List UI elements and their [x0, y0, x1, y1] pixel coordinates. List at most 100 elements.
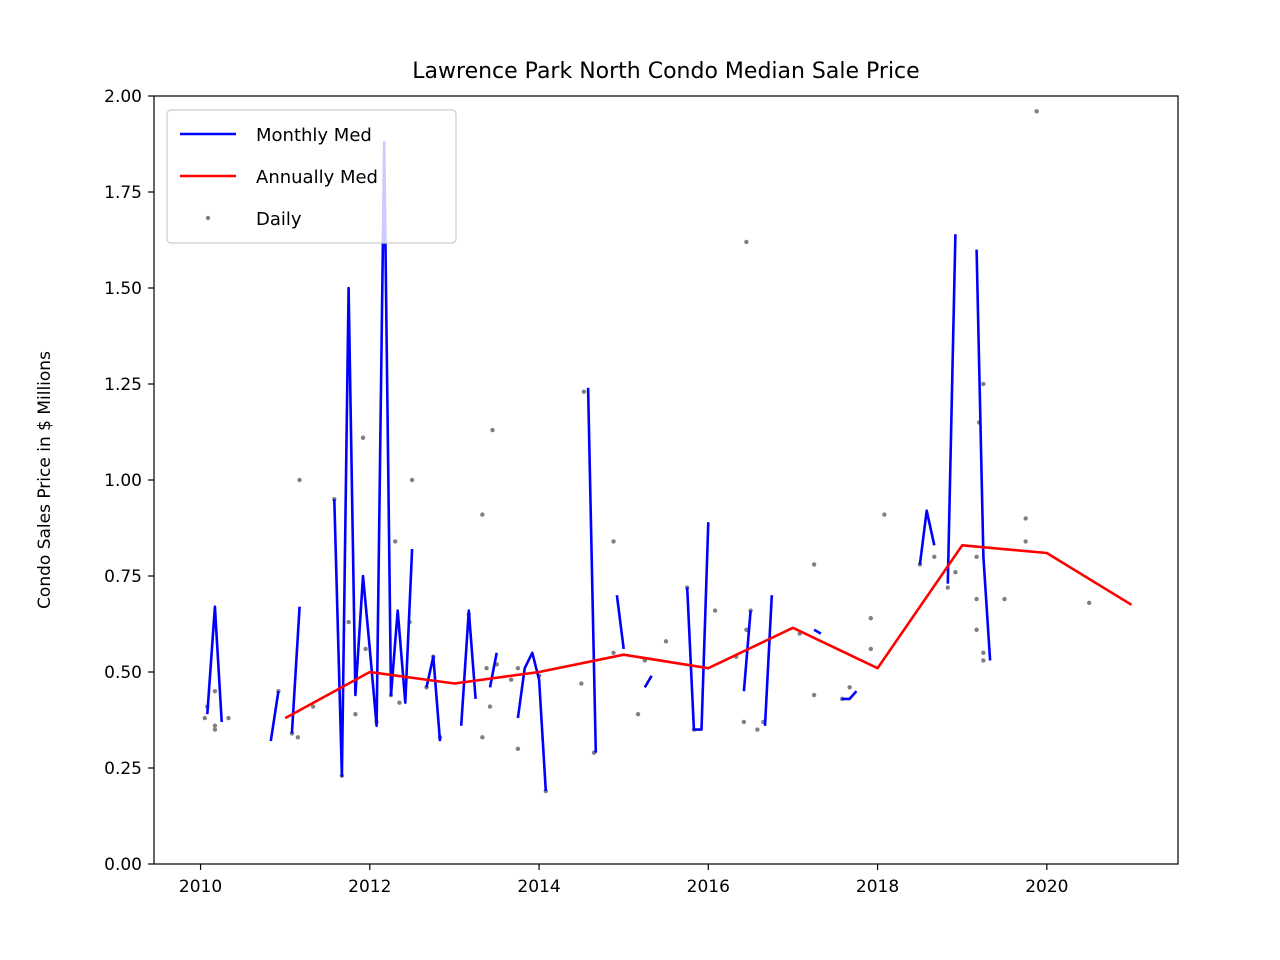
daily-point	[635, 712, 641, 717]
monthly-med-line	[206, 605, 223, 722]
chart-title: Lawrence Park North Condo Median Sale Pr…	[412, 59, 919, 84]
daily-point	[310, 704, 316, 709]
monthly-med-line	[918, 509, 936, 565]
daily-point	[953, 569, 958, 575]
monthly-med-line	[643, 675, 653, 689]
daily-point	[741, 719, 747, 725]
y-axis: 0.00 0.25 0.50 0.75 1.00 1.25 1.50 1.75 2.00	[104, 87, 154, 875]
x-tick-label: 2018	[856, 877, 899, 897]
daily-point	[945, 585, 951, 590]
daily-point	[392, 539, 398, 544]
daily-point	[1023, 539, 1028, 544]
daily-point	[1002, 596, 1007, 602]
daily-point	[811, 562, 817, 567]
monthly-med-line	[842, 690, 858, 701]
legend-label: Daily	[256, 209, 302, 230]
daily-point	[1023, 516, 1028, 521]
y-tick-label: 1.50	[104, 279, 142, 299]
y-tick-label: 0.25	[104, 759, 142, 779]
daily-point	[581, 389, 587, 394]
x-axis: 2010 2012 2014 2016 2018 2020	[179, 864, 1068, 897]
daily-point	[226, 715, 231, 721]
legend-label: Annually Med	[256, 167, 378, 188]
daily-point	[480, 735, 485, 740]
monthly-med-line	[488, 652, 498, 688]
monthly-med-line	[586, 387, 598, 753]
daily-point	[755, 727, 760, 732]
y-tick-label: 0.50	[104, 663, 142, 683]
x-tick-label: 2016	[687, 877, 730, 897]
daily-point	[515, 746, 521, 751]
x-tick-label: 2014	[517, 877, 560, 897]
daily-point	[611, 539, 616, 544]
y-tick-label: 2.00	[104, 87, 142, 107]
daily-point	[974, 596, 979, 602]
daily-point	[480, 512, 485, 517]
daily-point	[490, 427, 495, 433]
daily-point	[847, 685, 852, 690]
daily-point	[508, 677, 514, 682]
daily-point	[981, 658, 986, 663]
monthly-med-series	[206, 140, 992, 792]
daily-point	[974, 627, 979, 632]
daily-point	[974, 554, 979, 559]
daily-point	[868, 616, 873, 621]
daily-point	[212, 723, 218, 728]
daily-point	[346, 619, 351, 625]
monthly-med-line	[685, 522, 710, 731]
monthly-med-line	[333, 140, 414, 778]
daily-point	[484, 665, 489, 671]
monthly-med-line	[946, 234, 957, 584]
daily-point	[579, 681, 584, 686]
legend-swatch	[205, 215, 211, 221]
daily-point	[353, 712, 358, 717]
y-tick-label: 1.25	[104, 375, 142, 395]
daily-point	[487, 704, 493, 709]
daily-point	[397, 700, 402, 705]
monthly-med-line	[615, 595, 625, 650]
x-tick-label: 2010	[179, 877, 222, 897]
daily-point	[611, 650, 616, 655]
y-tick-label: 0.00	[104, 855, 142, 875]
x-tick-label: 2012	[348, 877, 391, 897]
monthly-med-line	[813, 628, 822, 635]
daily-point	[663, 639, 669, 644]
daily-point	[811, 692, 817, 698]
annually-med-line	[284, 543, 1133, 720]
daily-point	[981, 381, 986, 387]
monthly-med-line	[459, 609, 477, 726]
daily-point	[981, 650, 986, 655]
legend-box	[166, 109, 457, 244]
annually-med-series	[284, 543, 1133, 720]
legend-label: Monthly Med	[256, 125, 372, 146]
daily-point	[363, 646, 368, 652]
monthly-med-line	[425, 655, 442, 742]
daily-point	[744, 239, 749, 245]
daily-point	[515, 665, 521, 671]
daily-point	[360, 435, 366, 440]
daily-point	[297, 477, 302, 483]
daily-point	[882, 512, 887, 517]
daily-point	[202, 715, 207, 721]
daily-point	[295, 735, 301, 740]
daily-point	[409, 477, 415, 483]
monthly-med-line	[763, 595, 774, 726]
y-tick-label: 1.75	[104, 183, 142, 203]
daily-point	[712, 608, 718, 613]
daily-point	[744, 627, 749, 632]
daily-point	[1034, 109, 1039, 114]
y-tick-label: 1.00	[104, 471, 142, 491]
y-tick-label: 0.75	[104, 567, 142, 587]
daily-point	[1086, 600, 1092, 606]
y-axis-label: Condo Sales Price in $ Millions	[35, 351, 55, 609]
monthly-med-line	[975, 249, 992, 661]
daily-point	[212, 727, 218, 732]
monthly-med-line	[516, 651, 548, 792]
legend: Monthly Med Annually Med Daily	[166, 109, 457, 244]
x-tick-label: 2020	[1025, 877, 1068, 897]
daily-point	[868, 646, 873, 652]
daily-point	[212, 689, 218, 694]
daily-point	[932, 554, 937, 559]
monthly-med-line	[269, 691, 280, 742]
